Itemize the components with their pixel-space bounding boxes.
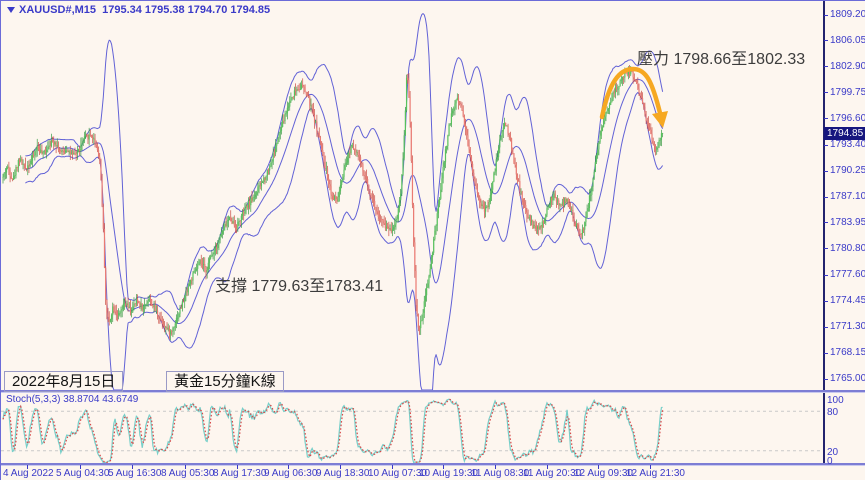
price-tick-label: 1765.00 [830,373,865,384]
price-tick-label: 1774.45 [830,295,865,307]
time-tick-label: 10 Aug 07:30 [368,468,427,479]
time-tick-label: 12 Aug 21:30 [626,468,685,479]
quote-close: 1794.85 [230,4,271,16]
time-tick-label: 8 Aug 17:30 [213,468,267,479]
time-tick-mark [80,465,81,469]
time-tick-mark [598,465,599,469]
price-tick-label: 1809.20 [830,9,865,20]
stoch-d-line [2,398,664,464]
time-tick-label: 11 Aug 20:30 [523,468,582,479]
time-tick-label: 5 Aug 16:30 [108,468,162,479]
stoch-axis-label: 80 [827,407,839,418]
time-tick-mark [547,465,548,469]
trend-arrow[interactable] [599,66,668,128]
time-tick-label: 10 Aug 19:30 [419,468,478,479]
stochastic-canvas[interactable] [1,393,823,465]
price-tick-mark [824,40,828,42]
price-tick-mark [824,222,828,224]
price-tick-label: 1787.10 [830,191,865,202]
price-tick-label: 1796.60 [830,112,865,124]
stoch-indicator-label: Stoch(5,3,3) 38.8704 43.6749 [6,394,138,405]
stoch-name: Stoch(5,3,3) [6,394,61,405]
stoch-k-line [2,398,663,464]
price-tick-label: 1799.75 [830,86,865,98]
quote-high: 1795.38 [144,4,185,16]
time-tick-mark [650,465,651,469]
candles-layer [2,64,664,341]
time-tick-mark [132,465,133,469]
price-tick-mark [824,196,828,198]
price-tick-mark [824,170,828,172]
price-tick-mark [824,92,828,94]
price-tick-label: 1793.40 [830,139,865,151]
symbol-dropdown-icon [7,7,15,14]
price-tick-label: 1806.05 [830,34,865,46]
stoch-d-value: 43.6749 [102,394,139,405]
bollinger-upper-line [25,13,664,310]
stoch-axis-label: 100 [827,395,844,406]
time-tick-label: 12 Aug 09:30 [574,468,633,479]
bollinger-lower-line [25,92,664,391]
price-tick-label: 1802.90 [830,60,865,72]
time-tick-mark [340,465,341,469]
time-tick-mark [288,465,289,469]
price-tick-label: 1771.30 [830,321,865,333]
price-tick-mark [824,144,828,146]
time-tick-mark [237,465,238,469]
price-tick-label: 1768.15 [830,347,865,359]
time-tick-mark [443,465,444,469]
current-price-badge: 1794.85 [824,126,865,140]
time-tick-label: 9 Aug 18:30 [316,468,370,479]
price-tick-mark [824,14,828,16]
window-separator-sub[interactable] [1,463,865,466]
time-tick-mark [392,465,393,469]
symbol-label: XAUUSD#,M15 [19,4,97,16]
resistance-annotation[interactable]: 壓力 1798.66至1802.33 [637,51,806,68]
time-tick-label: 9 Aug 06:30 [264,468,318,479]
price-tick-mark [824,352,828,354]
time-tick-mark [495,465,496,469]
trend-arrow-head[interactable] [652,111,668,128]
price-tick-mark [824,66,828,68]
price-tick-label: 1780.80 [830,242,865,254]
price-tick-mark [824,326,828,328]
price-tick-mark [824,300,828,302]
quote-line: XAUUSD#,M15 1795.34 1795.38 1794.70 1794.85 [7,4,273,16]
time-tick-mark [185,465,186,469]
title-text-box[interactable]: 黃金15分鐘K線 [166,371,284,392]
time-tick-label: 4 Aug 2022 [3,468,54,479]
price-tick-mark [824,118,828,120]
stoch-axis-label: 0 [827,456,833,467]
quote-open: 1795.34 [102,4,142,16]
price-tick-mark [824,274,828,276]
price-tick-mark [824,378,828,380]
support-annotation[interactable]: 支撐 1779.63至1783.41 [215,278,384,295]
stoch-k-value: 38.8704 [63,394,100,405]
price-tick-label: 1777.60 [830,269,865,281]
stoch-axis-label: 20 [827,447,839,458]
main-chart-canvas[interactable] [1,1,823,393]
time-tick-label: 5 Aug 04:30 [56,468,110,479]
quote-low: 1794.70 [187,4,228,16]
trend-arrow-curve[interactable] [599,66,663,120]
price-tick-mark [824,248,828,250]
window-separator-main[interactable] [1,390,865,393]
time-tick-label: 11 Aug 08:30 [471,468,530,479]
price-tick-label: 1783.95 [830,216,865,228]
price-tick-label: 1790.25 [830,165,865,177]
price-axis-line [823,1,825,465]
time-tick-label: 8 Aug 05:30 [161,468,215,479]
time-tick-mark [27,465,28,469]
date-text-box[interactable]: 2022年8月15日 [4,371,124,392]
